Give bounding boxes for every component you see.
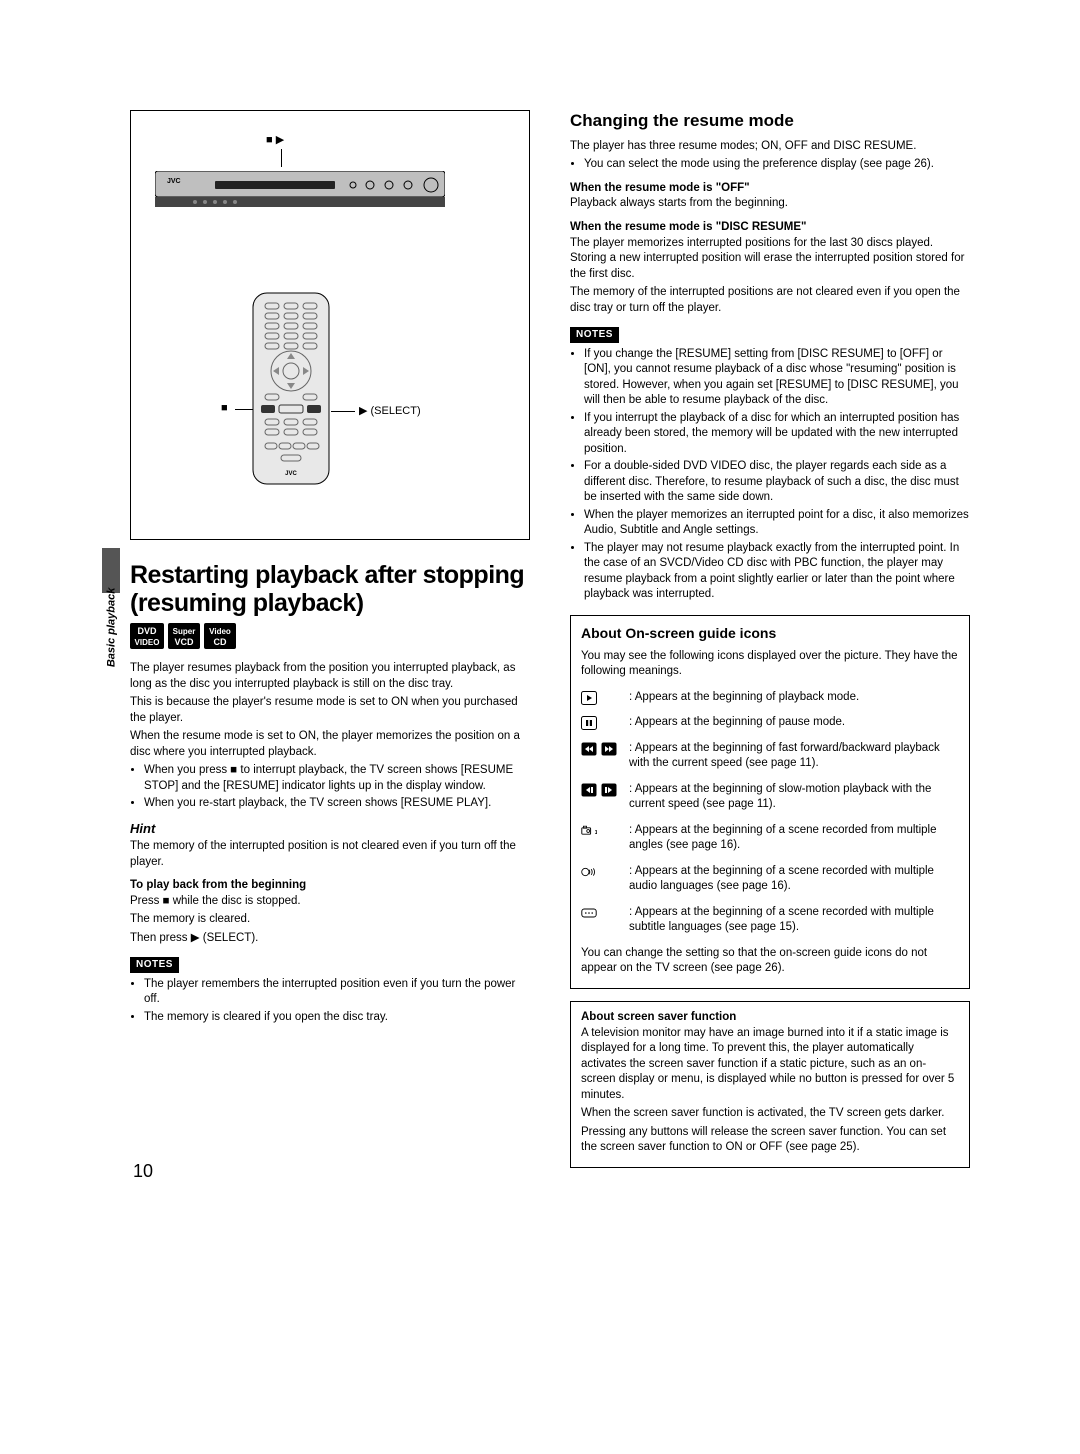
resume-mode-list: You can select the mode using the prefer…: [570, 157, 970, 173]
resume-behavior-list: When you press ■ to interrupt playback, …: [130, 763, 530, 812]
icon-row-angle: 1 Appears at the beginning of a scene re…: [581, 823, 959, 854]
angle-icon: 1: [581, 824, 597, 838]
para: The player has three resume modes; ON, O…: [570, 139, 970, 155]
svg-text:JVC: JVC: [167, 178, 181, 185]
notes-badge: NOTES: [130, 957, 179, 973]
guide-icons-footer: You can change the setting so that the o…: [581, 946, 959, 977]
hint-text: The memory of the interrupted position i…: [130, 839, 530, 870]
list-item: When the player memorizes an iterrupted …: [584, 508, 970, 539]
audio-icon: [581, 865, 597, 879]
list-item: If you change the [RESUME] setting from …: [584, 347, 970, 409]
remote-select-label: ▶ (SELECT): [359, 404, 421, 419]
para: When the screen saver function is activa…: [581, 1106, 959, 1122]
para: Then press ▶ (SELECT).: [130, 931, 530, 947]
icon-text: Appears at the beginning of a scene reco…: [629, 864, 959, 895]
icon-text: Appears at the beginning of pause mode.: [629, 715, 959, 731]
list-item: If you interrupt the playback of a disc …: [584, 411, 970, 458]
side-tab: Basic playback: [102, 548, 124, 658]
list-item: For a double-sided DVD VIDEO disc, the p…: [584, 459, 970, 506]
right-column: Changing the resume mode The player has …: [570, 110, 970, 1168]
device-remote-diagram: ■ ▶ JVC: [130, 110, 530, 540]
icon-text: Appears at the beginning of slow-motion …: [629, 782, 959, 813]
screen-saver-box: About screen saver function A television…: [570, 1001, 970, 1168]
fast-forward-icon: [601, 742, 617, 756]
slow-back-icon: [581, 783, 597, 797]
slow-forward-icon: [601, 783, 617, 797]
icon-text: Appears at the beginning of fast forward…: [629, 741, 959, 772]
remote-stop-label: ■: [221, 401, 228, 416]
guide-icons-box: About On-screen guide icons You may see …: [570, 615, 970, 989]
format-badges: DVD VIDEO Super VCD Video CD: [130, 623, 530, 651]
para: The player memorizes interrupted positio…: [570, 236, 970, 283]
mode-off-heading: When the resume mode is "OFF": [570, 181, 970, 197]
list-item: You can select the mode using the prefer…: [584, 157, 970, 173]
svg-text:VIDEO: VIDEO: [135, 638, 160, 647]
main-heading: Restarting playback after stopping (resu…: [130, 562, 530, 617]
playback-heading: To play back from the beginning: [130, 878, 530, 894]
left-column: ■ ▶ JVC: [130, 110, 530, 1168]
page-number: 10: [133, 1159, 153, 1183]
subtitle-icon: [581, 906, 597, 920]
guide-icons-intro: You may see the following icons displaye…: [581, 649, 959, 680]
icon-row-play: Appears at the beginning of playback mod…: [581, 690, 959, 706]
screen-saver-heading: About screen saver function: [581, 1010, 959, 1026]
guide-icons-heading: About On-screen guide icons: [581, 624, 959, 643]
para: The memory is cleared.: [130, 912, 530, 928]
list-item: The memory is cleared if you open the di…: [144, 1010, 530, 1026]
icon-text: Appears at the beginning of playback mod…: [629, 690, 959, 706]
fast-rewind-icon: [581, 742, 597, 756]
mode-disc-heading: When the resume mode is "DISC RESUME": [570, 220, 970, 236]
device-top-label: ■ ▶: [266, 133, 284, 148]
para: Pressing any buttons will release the sc…: [581, 1125, 959, 1156]
svg-text:1: 1: [595, 830, 597, 836]
hint-heading: Hint: [130, 820, 530, 838]
icon-row-audio: Appears at the beginning of a scene reco…: [581, 864, 959, 895]
notes-badge: NOTES: [570, 327, 619, 343]
dvd-player-illustration: JVC: [155, 171, 445, 219]
para: A television monitor may have an image b…: [581, 1026, 959, 1104]
list-item: When you press ■ to interrupt playback, …: [144, 763, 530, 794]
para: Playback always starts from the beginnin…: [570, 196, 970, 212]
icon-text: Appears at the beginning of a scene reco…: [629, 823, 959, 854]
svg-text:VCD: VCD: [174, 637, 194, 647]
para: Press ■ while the disc is stopped.: [130, 894, 530, 910]
remote-illustration: JVC: [251, 291, 331, 486]
para: When the resume mode is set to ON, the p…: [130, 729, 530, 760]
notes-list: If you change the [RESUME] setting from …: [570, 347, 970, 603]
list-item: When you re-start playback, the TV scree…: [144, 796, 530, 812]
para: This is because the player's resume mode…: [130, 695, 530, 726]
svg-text:CD: CD: [214, 637, 227, 647]
icon-row-ffrw: Appears at the beginning of fast forward…: [581, 741, 959, 772]
icon-row-subtitle: Appears at the beginning of a scene reco…: [581, 905, 959, 936]
list-item: The player may not resume playback exact…: [584, 541, 970, 603]
icon-row-pause: Appears at the beginning of pause mode.: [581, 715, 959, 731]
para: The memory of the interrupted positions …: [570, 285, 970, 316]
pause-icon: [581, 716, 597, 730]
icon-row-slow: Appears at the beginning of slow-motion …: [581, 782, 959, 813]
svg-text:JVC: JVC: [285, 471, 297, 477]
side-tab-text: Basic playback: [104, 588, 119, 668]
notes-list: The player remembers the interrupted pos…: [130, 977, 530, 1026]
para: The player resumes playback from the pos…: [130, 661, 530, 692]
icon-text: Appears at the beginning of a scene reco…: [629, 905, 959, 936]
svg-text:DVD: DVD: [137, 626, 157, 636]
resume-mode-heading: Changing the resume mode: [570, 110, 970, 133]
svg-text:Super: Super: [173, 627, 196, 636]
list-item: The player remembers the interrupted pos…: [144, 977, 530, 1008]
play-icon: [581, 691, 597, 705]
svg-text:Video: Video: [209, 627, 231, 636]
